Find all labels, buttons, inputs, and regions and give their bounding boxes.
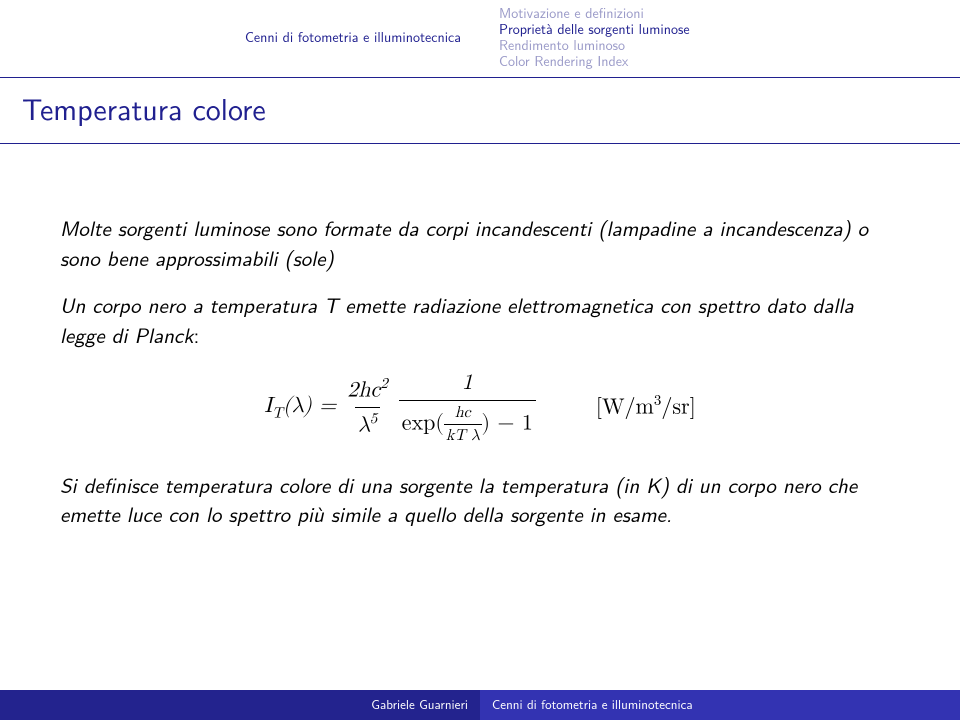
text: Si definisce — [60, 470, 165, 500]
variable-T: T — [324, 290, 338, 320]
text: emette radiazione elettromagnetica con s… — [338, 290, 853, 320]
equation-lhs-rhs: IT(λ) = 2hc2 λ5 1 exp(hckT λ) − 1 — [264, 368, 536, 447]
footer-author: Gabriele Guarnieri — [0, 690, 480, 720]
exp-open: exp( — [402, 412, 444, 434]
fraction-2hc2-lambda5: 2hc2 λ5 — [344, 374, 391, 441]
footer-talk-title: Cenni di fotometria e illuminotecnica — [480, 690, 960, 720]
symbol-I: I — [264, 395, 272, 417]
paragraph: Un corpo nero a temperatura T emette rad… — [60, 291, 900, 350]
planck-equation: IT(λ) = 2hc2 λ5 1 exp(hckT λ) − 1 [W/m3/… — [60, 368, 900, 447]
numerator: 1 — [459, 368, 476, 400]
denominator: kT λ — [444, 424, 482, 447]
exp-close: ) − 1 — [482, 412, 533, 434]
lambda: λ — [358, 414, 370, 436]
text: 2hc — [347, 379, 380, 401]
header: Cenni di fotometria e illuminotecnica Mo… — [0, 0, 960, 77]
superscript-5: 5 — [370, 411, 377, 426]
unit-open: [W/m — [596, 397, 654, 419]
equation-unit: [W/m3/sr] — [596, 391, 696, 423]
subscript-T: T — [272, 405, 283, 420]
text-emph: temperatura colore — [165, 470, 331, 500]
unit-close: /sr] — [661, 397, 695, 419]
denominator: exp(hckT λ) − 1 — [399, 400, 536, 447]
numerator: hc — [453, 402, 473, 424]
paragraph: Molte sorgenti luminose sono formate da … — [60, 214, 900, 273]
superscript-2: 2 — [380, 376, 387, 391]
denominator: λ5 — [355, 407, 380, 441]
text: Un corpo nero a temperatura — [60, 290, 324, 320]
slide-title: Temperatura colore — [0, 78, 960, 140]
subsection-item: Color Rendering Index — [499, 53, 960, 69]
subsection-list: Motivazione e definizioni Proprietà dell… — [491, 5, 960, 69]
section-title: Cenni di fotometria e illuminotecnica — [0, 27, 491, 47]
fraction-hc-kTl: hckT λ — [444, 402, 482, 447]
text: : — [194, 320, 200, 350]
text-emph: legge di Planck — [60, 320, 194, 350]
fraction-bose: 1 exp(hckT λ) − 1 — [399, 368, 536, 447]
paragraph: Si definisce temperatura colore di una s… — [60, 471, 900, 530]
numerator: 2hc2 — [344, 374, 391, 407]
footer: Gabriele Guarnieri Cenni di fotometria e… — [0, 690, 960, 720]
body: Molte sorgenti luminose sono formate da … — [0, 144, 960, 529]
eq-I: IT(λ) = — [264, 391, 336, 424]
eq-arg: (λ) = — [283, 395, 336, 417]
